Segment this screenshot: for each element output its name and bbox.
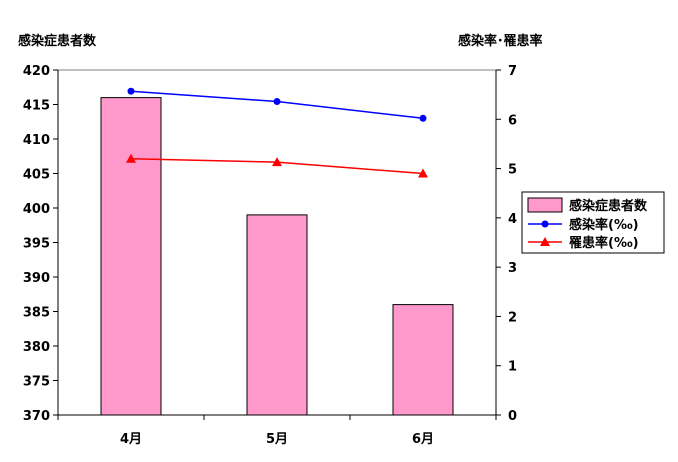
legend-swatch-bar [527, 197, 563, 213]
left-tick-label: 370 [23, 409, 50, 424]
left-tick-label: 375 [23, 375, 50, 390]
left-axis-label: 感染症患者数 [18, 33, 97, 49]
right-tick-label: 6 [508, 113, 517, 128]
right-tick-label: 2 [508, 310, 517, 325]
left-tick-label: 420 [23, 64, 50, 79]
right-axis-label: 感染率･罹患率 [458, 33, 543, 49]
bar [246, 214, 308, 416]
x-tick-label: 6月 [412, 432, 434, 447]
data-point [272, 157, 282, 167]
legend-label-patients: 感染症患者数 [569, 198, 648, 214]
data-point [127, 87, 135, 95]
right-tick-label: 3 [508, 261, 517, 276]
right-tick-label: 0 [508, 409, 517, 424]
x-tick-label: 5月 [266, 432, 288, 447]
right-tick-label: 7 [508, 64, 517, 79]
right-tick-label: 1 [508, 360, 517, 375]
data-point [273, 98, 281, 106]
left-tick-label: 405 [23, 168, 50, 183]
x-axis: 4月 5月 6月 [57, 414, 497, 447]
legend: 感染症患者数 感染率(‰) 罹患率(‰) [521, 191, 665, 254]
left-tick-label: 410 [23, 133, 50, 148]
legend-marker-morbidity [540, 237, 550, 246]
data-point [126, 153, 136, 163]
right-tick-label: 4 [508, 212, 517, 227]
left-tick-label: 395 [23, 237, 50, 252]
legend-label-infection-rate: 感染率(‰) [569, 217, 639, 233]
legend-marker-infection [541, 220, 549, 228]
left-tick-label: 380 [23, 340, 50, 355]
legend-label-morbidity-rate: 罹患率(‰) [569, 235, 639, 251]
bar [100, 97, 162, 416]
data-point [419, 114, 427, 122]
left-tick-label: 415 [23, 99, 50, 114]
bar-series [100, 97, 454, 416]
right-y-axis: 0 1 2 3 4 5 6 7 [495, 64, 517, 424]
left-tick-label: 390 [23, 271, 50, 286]
bar [392, 304, 454, 416]
left-tick-label: 385 [23, 306, 50, 321]
left-y-axis: 370 375 380 385 390 395 400 405 410 415 420 [23, 64, 59, 424]
right-tick-label: 5 [508, 163, 517, 178]
line-series [126, 87, 428, 178]
left-tick-label: 400 [23, 202, 50, 217]
x-tick-label: 4月 [120, 432, 142, 447]
data-point [418, 168, 428, 178]
